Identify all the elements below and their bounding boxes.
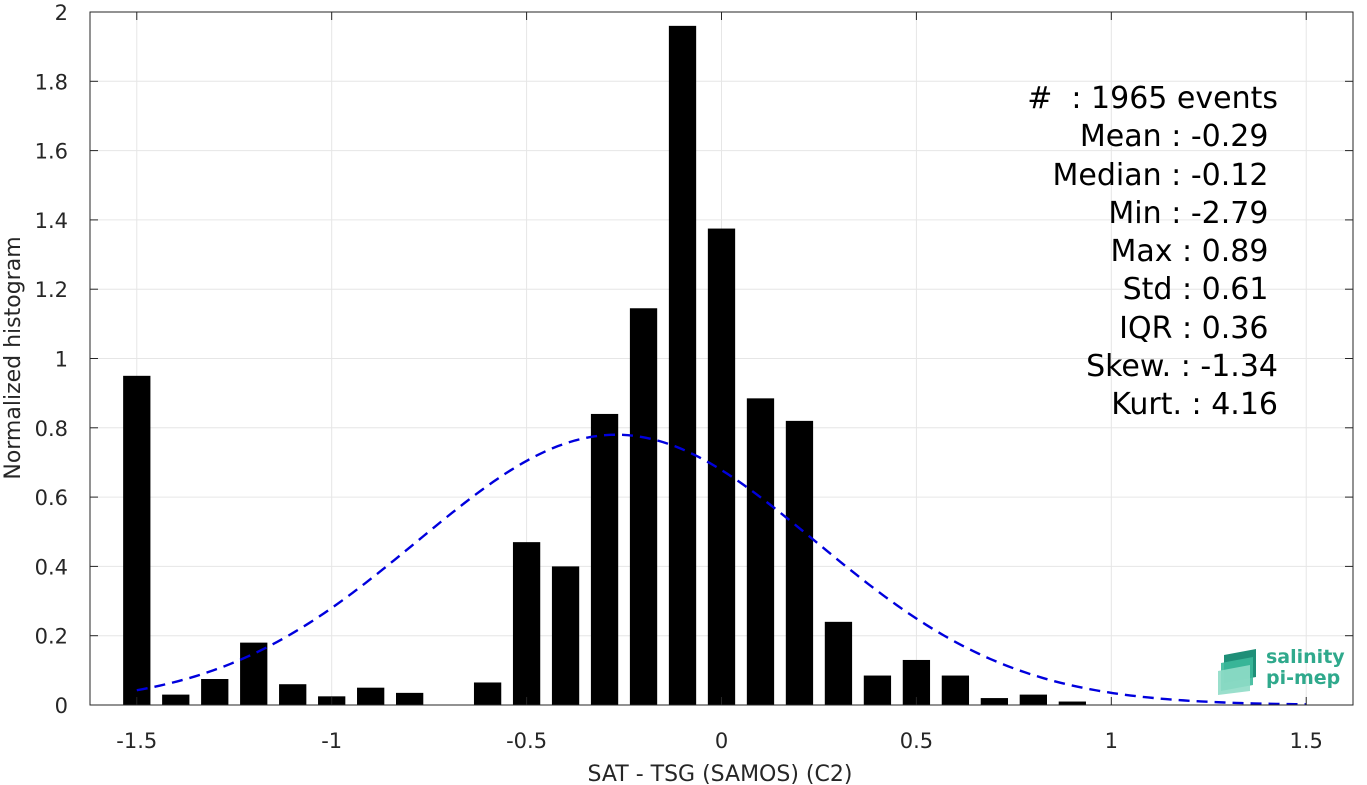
histogram-bar — [746, 398, 775, 705]
x-tick-label: 1 — [1105, 729, 1118, 753]
histogram-bar — [512, 542, 541, 705]
y-tick-label: 2 — [55, 1, 68, 25]
histogram-bar — [668, 25, 697, 706]
stat-kurt: Kurt. : 4.16 — [1111, 387, 1278, 423]
x-tick-label: -1 — [321, 729, 342, 753]
histogram-bar — [396, 692, 424, 705]
gaussian-fit-curve — [136, 433, 1307, 706]
stat-iqr: IQR : 0.36 — [1119, 310, 1278, 346]
stat-std: Std : 0.61 — [1122, 272, 1278, 308]
histogram-bar — [201, 679, 229, 705]
histogram-bar — [590, 413, 619, 705]
y-tick-label: 1.6 — [35, 140, 68, 164]
x-tick-label: -1.5 — [116, 729, 157, 753]
x-tick-label: 0 — [715, 729, 728, 753]
y-tick-label: 0.8 — [35, 417, 68, 441]
histogram-bar — [629, 308, 658, 705]
y-axis-ticks: 0 0.2 0.4 0.6 0.8 1 1.2 1.4 1.6 1.8 2 — [35, 1, 1353, 718]
x-tick-label: 1.5 — [1290, 729, 1323, 753]
stat-max: Max : 0.89 — [1110, 234, 1278, 270]
stat-min: Min : -2.79 — [1108, 195, 1278, 231]
x-tick-label: 0.5 — [900, 729, 933, 753]
x-axis-label: SAT - TSG (SAMOS) (C2) — [588, 762, 853, 785]
histogram-bar — [980, 698, 1009, 705]
waves-logo-icon — [1218, 649, 1256, 695]
histogram-bar — [785, 420, 814, 705]
x-tick-label: -0.5 — [506, 729, 547, 753]
histogram-bar — [123, 375, 151, 705]
histogram-bar — [279, 684, 307, 705]
histogram-bar — [824, 621, 853, 705]
histogram-bar — [240, 642, 268, 705]
y-tick-label: 1.2 — [35, 278, 68, 302]
y-tick-label: 0.2 — [35, 625, 68, 649]
histogram-bar — [1019, 694, 1047, 705]
stat-skew: Skew. : -1.34 — [1086, 349, 1278, 385]
histogram-bars — [123, 25, 1086, 706]
y-tick-label: 1 — [55, 348, 68, 372]
histogram-bar — [473, 682, 502, 705]
y-tick-label: 0.6 — [35, 486, 68, 510]
histogram-bar — [707, 228, 736, 705]
stat-median: Median : -0.12 — [1052, 157, 1278, 193]
logo-text: salinity pi-mep — [1266, 647, 1345, 689]
histogram-bar — [162, 694, 190, 705]
salinity-pi-mep-logo: salinity pi-mep — [1218, 647, 1348, 695]
stat-mean: Mean : -0.29 — [1079, 119, 1278, 155]
histogram-bar — [1058, 701, 1086, 705]
logo-line-salinity: salinity — [1266, 646, 1345, 668]
logo-line-pimep: pi-mep — [1266, 667, 1341, 689]
y-tick-label: 1.8 — [35, 70, 68, 94]
statistics-box: # : 1965 events Mean : -0.29 Median : -0… — [1027, 80, 1278, 425]
histogram-bar — [863, 675, 892, 705]
y-axis-label: Normalized histogram — [1, 236, 26, 479]
y-tick-label: 0 — [55, 694, 68, 718]
y-tick-label: 0.4 — [35, 555, 68, 579]
histogram-bar — [941, 675, 970, 705]
x-axis-ticks: -1.5 -1 -0.5 0 0.5 1 1.5 — [116, 12, 1323, 753]
stat-count: # : 1965 events — [1027, 81, 1278, 116]
y-tick-label: 1.4 — [35, 209, 68, 233]
histogram-bar — [357, 687, 385, 705]
histogram-bar — [551, 566, 580, 705]
